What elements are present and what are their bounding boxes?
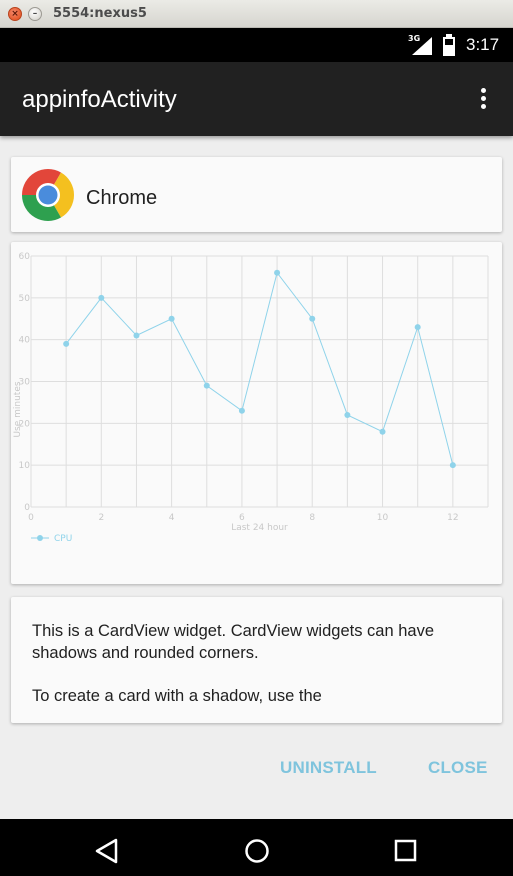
y-tick-label: 60 xyxy=(19,252,31,262)
x-tick-label: 8 xyxy=(309,513,315,523)
home-icon[interactable] xyxy=(244,838,270,864)
battery-icon xyxy=(443,34,455,56)
data-point xyxy=(168,315,175,322)
data-point xyxy=(414,324,421,331)
x-tick-label: 2 xyxy=(98,513,104,523)
data-point xyxy=(449,462,456,469)
data-point xyxy=(274,269,281,276)
legend-marker xyxy=(37,535,43,541)
network-type: 3G xyxy=(408,34,421,43)
info-paragraph-1: This is a CardView widget. CardView widg… xyxy=(32,622,435,662)
x-tick-label: 10 xyxy=(377,513,389,523)
app-bar-title: appinfoActivity xyxy=(22,86,177,113)
series-line-cpu xyxy=(65,271,454,466)
uninstall-button[interactable]: UNINSTALL xyxy=(280,758,377,777)
more-vert-icon[interactable] xyxy=(474,86,494,112)
legend-label: CPU xyxy=(54,534,72,544)
navigation-bar xyxy=(0,819,513,876)
window-titlebar: × – 5554:nexus5 xyxy=(0,0,513,28)
window-title: 5554:nexus5 xyxy=(53,6,147,21)
app-bar: appinfoActivity xyxy=(0,62,513,136)
data-point xyxy=(309,315,316,322)
status-time: 3:17 xyxy=(466,35,500,54)
x-tick-label: 6 xyxy=(239,513,245,523)
close-button[interactable]: CLOSE xyxy=(428,758,488,777)
chrome-icon xyxy=(22,168,75,222)
x-tick-label: 0 xyxy=(28,513,34,523)
app-info-card: Chrome xyxy=(11,157,502,232)
y-tick-label: 50 xyxy=(19,294,31,304)
cardview-info-card: This is a CardView widget. CardView widg… xyxy=(11,597,502,723)
data-point xyxy=(98,294,105,301)
app-name: Chrome xyxy=(86,187,158,209)
y-tick-label: 30 xyxy=(19,378,31,388)
cpu-usage-chart: 0 10 20 30 40 50 60 0 2 4 6 8 10 12 Last 24 hour Use mi… xyxy=(13,252,489,544)
x-tick-label: 12 xyxy=(447,513,458,523)
data-point xyxy=(203,382,210,389)
x-tick-label: 4 xyxy=(169,513,175,523)
y-tick-label: 10 xyxy=(19,461,31,471)
window-close-button[interactable]: × xyxy=(8,7,22,21)
close-icon: × xyxy=(11,9,19,19)
signal-icon xyxy=(412,37,432,55)
back-icon[interactable] xyxy=(95,838,119,864)
x-axis-label: Last 24 hour xyxy=(231,523,288,533)
y-axis-label: Use minutes xyxy=(13,381,23,437)
minimize-icon: – xyxy=(32,9,38,19)
data-point xyxy=(344,411,351,418)
data-point xyxy=(238,407,245,414)
y-tick-label: 20 xyxy=(19,419,31,429)
info-paragraph-2: To create a card with a shadow, use the xyxy=(32,687,322,705)
usage-chart-card: 0 10 20 30 40 50 60 0 2 4 6 8 10 12 Last 24 hour Use mi… xyxy=(11,242,502,584)
data-point xyxy=(63,340,70,347)
y-tick-label: 0 xyxy=(24,503,30,513)
window-minimize-button[interactable]: – xyxy=(28,7,42,21)
y-tick-label: 40 xyxy=(19,336,31,346)
data-point xyxy=(133,332,140,339)
data-point xyxy=(379,428,386,435)
recents-icon[interactable] xyxy=(394,839,418,863)
status-bar: 3G 3:17 xyxy=(0,28,513,62)
